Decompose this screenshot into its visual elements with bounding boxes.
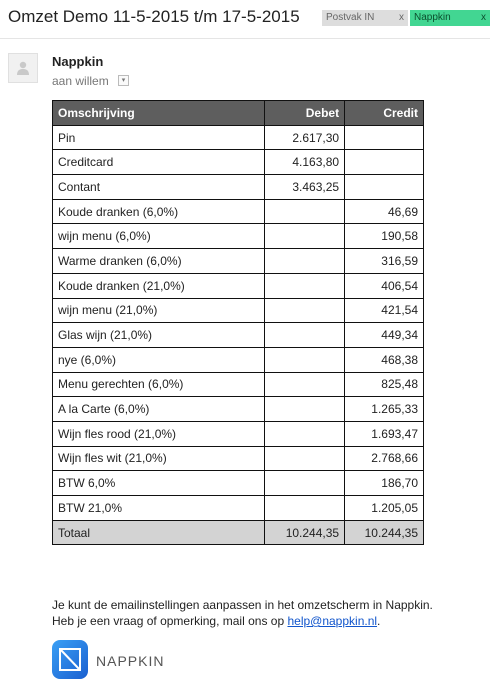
revenue-table: Omschrijving Debet Credit Pin 2.617,30 Cre…	[51, 100, 424, 546]
row-credit: 190,58	[344, 223, 424, 250]
total-label: Totaal	[51, 519, 266, 546]
table-row: Koude dranken (21,0%) 406,54	[51, 272, 424, 299]
row-description: Menu gerechten (6,0%)	[51, 371, 266, 398]
row-description: wijn menu (21,0%)	[51, 297, 266, 324]
label-postvak-in[interactable]: Postvak IN x	[322, 10, 408, 26]
label-name: Postvak IN	[326, 12, 375, 23]
row-description: Creditcard	[51, 149, 266, 176]
row-debet	[264, 322, 346, 348]
settings-note: Je kunt de emailinstellingen aanpassen i…	[52, 598, 433, 612]
table-body: Pin 2.617,30 Creditcard 4.163,80 Contant 3.46…	[51, 124, 424, 521]
total-credit: 10.244,35	[344, 519, 424, 546]
row-description: Glas wijn (21,0%)	[51, 322, 266, 348]
row-debet	[264, 495, 346, 521]
row-debet: 4.163,80	[264, 149, 346, 176]
table-row: Wijn fles rood (21,0%) 1.693,47	[51, 420, 424, 447]
row-debet	[264, 297, 346, 324]
table-header-row: Omschrijving Debet Credit	[51, 100, 424, 126]
column-header-credit: Credit	[344, 100, 424, 126]
row-description: BTW 21,0%	[51, 495, 266, 521]
row-debet	[264, 198, 346, 225]
table-row: Contant 3.463,25	[51, 174, 424, 200]
row-debet	[264, 470, 346, 496]
row-debet: 2.617,30	[264, 124, 346, 151]
row-description: Koude dranken (21,0%)	[51, 272, 266, 299]
table-row: wijn menu (21,0%) 421,54	[51, 297, 424, 324]
row-description: A la Carte (6,0%)	[51, 396, 266, 422]
table-row: Menu gerechten (6,0%) 825,48	[51, 371, 424, 398]
email-header: Omzet Demo 11-5-2015 t/m 17-5-2015 Postv…	[0, 0, 490, 39]
table-row: nye (6,0%) 468,38	[51, 346, 424, 373]
nappkin-brand-name: NAPPKIN	[96, 653, 165, 669]
row-debet	[264, 346, 346, 373]
row-description: Pin	[51, 124, 266, 151]
row-credit: 2.768,66	[344, 445, 424, 472]
column-header-omschrijving: Omschrijving	[51, 100, 266, 126]
row-credit: 46,69	[344, 198, 424, 225]
row-description: BTW 6,0%	[51, 470, 266, 496]
table-row: A la Carte (6,0%) 1.265,33	[51, 396, 424, 422]
table-row: Pin 2.617,30	[51, 124, 424, 151]
total-debet: 10.244,35	[264, 519, 346, 546]
row-debet	[264, 272, 346, 299]
remove-label-button[interactable]: x	[481, 12, 486, 23]
table-row: Wijn fles wit (21,0%) 2.768,66	[51, 445, 424, 472]
contact-note: Heb je een vraag of opmerking, mail ons …	[52, 614, 380, 628]
row-description: Warme dranken (6,0%)	[51, 248, 266, 274]
row-description: Koude dranken (6,0%)	[51, 198, 266, 225]
row-description: Contant	[51, 174, 266, 200]
table-row: Creditcard 4.163,80	[51, 149, 424, 176]
row-credit: 1.205,05	[344, 495, 424, 521]
row-credit: 406,54	[344, 272, 424, 299]
label-name: Nappkin	[414, 12, 451, 23]
row-debet	[264, 223, 346, 250]
row-credit	[344, 174, 424, 200]
table-row: Warme dranken (6,0%) 316,59	[51, 248, 424, 274]
row-description: Wijn fles wit (21,0%)	[51, 445, 266, 472]
row-debet: 3.463,25	[264, 174, 346, 200]
sender-avatar	[8, 53, 38, 83]
row-debet	[264, 248, 346, 274]
table-row: wijn menu (6,0%) 190,58	[51, 223, 424, 250]
row-debet	[264, 396, 346, 422]
row-debet	[264, 371, 346, 398]
recipient-details-dropdown[interactable]: ▾	[118, 75, 129, 86]
row-description: Wijn fles rood (21,0%)	[51, 420, 266, 447]
row-credit: 1.693,47	[344, 420, 424, 447]
row-credit: 825,48	[344, 371, 424, 398]
chevron-down-icon: ▾	[121, 77, 126, 84]
row-credit	[344, 124, 424, 151]
table-row: BTW 6,0% 186,70	[51, 470, 424, 496]
remove-label-button[interactable]: x	[399, 12, 404, 23]
row-debet	[264, 445, 346, 472]
row-description: nye (6,0%)	[51, 346, 266, 373]
person-icon	[17, 61, 29, 75]
row-credit: 468,38	[344, 346, 424, 373]
nappkin-logo-icon	[52, 640, 88, 679]
help-email-link[interactable]: help@nappkin.nl	[287, 614, 378, 628]
email-subject: Omzet Demo 11-5-2015 t/m 17-5-2015	[8, 7, 300, 26]
recipient-line: aan willem	[52, 74, 109, 88]
row-credit: 186,70	[344, 470, 424, 496]
table-row: Koude dranken (6,0%) 46,69	[51, 198, 424, 225]
row-description: wijn menu (6,0%)	[51, 223, 266, 250]
column-header-debet: Debet	[264, 100, 346, 126]
table-row: BTW 21,0% 1.205,05	[51, 495, 424, 521]
total-row: Totaal 10.244,35 10.244,35	[51, 519, 424, 546]
table-row: Glas wijn (21,0%) 449,34	[51, 322, 424, 348]
row-credit	[344, 149, 424, 176]
row-debet	[264, 420, 346, 447]
label-nappkin[interactable]: Nappkin x	[410, 10, 490, 26]
row-credit: 316,59	[344, 248, 424, 274]
row-credit: 449,34	[344, 322, 424, 348]
row-credit: 1.265,33	[344, 396, 424, 422]
row-credit: 421,54	[344, 297, 424, 324]
contact-text: Heb je een vraag of opmerking, mail ons …	[52, 614, 288, 628]
sender-name[interactable]: Nappkin	[52, 54, 104, 69]
contact-text-end: .	[377, 614, 381, 628]
